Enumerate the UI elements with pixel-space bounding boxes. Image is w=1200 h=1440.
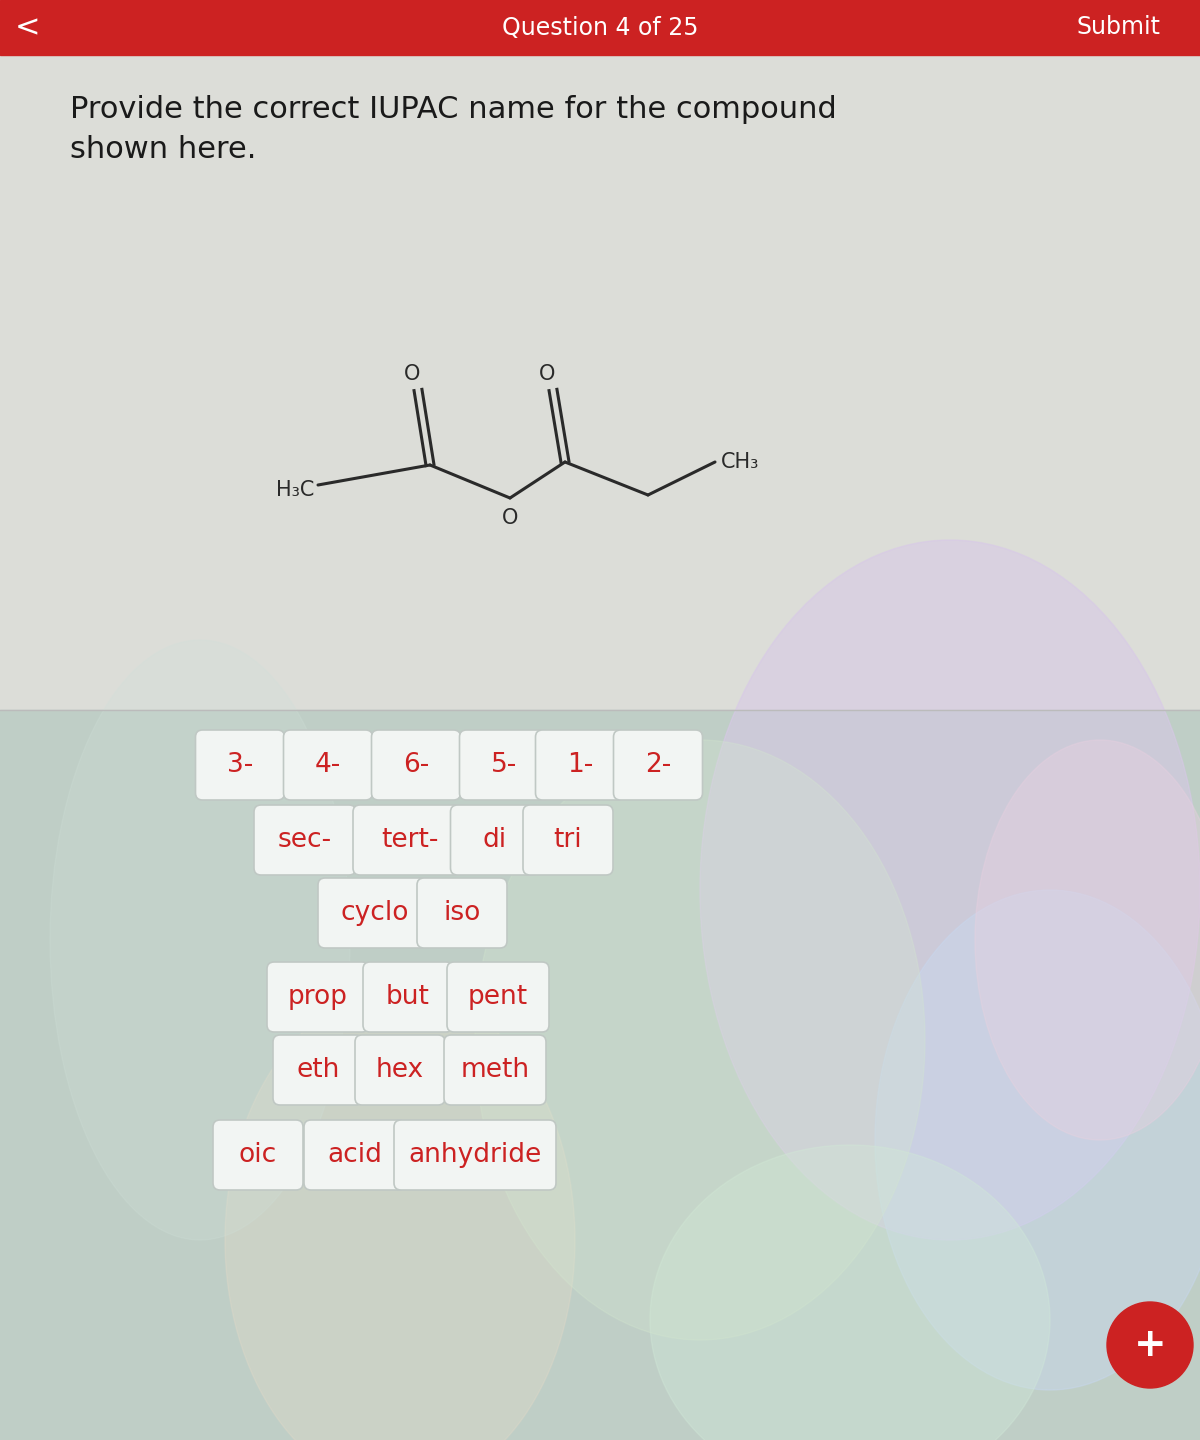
Bar: [0, 0, 1200, 710]
Text: 1-: 1-: [566, 752, 593, 778]
FancyBboxPatch shape: [394, 1120, 556, 1189]
Text: H₃C: H₃C: [276, 480, 314, 500]
Ellipse shape: [475, 740, 925, 1341]
Ellipse shape: [226, 991, 575, 1440]
Text: cyclo: cyclo: [341, 900, 409, 926]
FancyBboxPatch shape: [283, 730, 372, 801]
FancyBboxPatch shape: [214, 1120, 302, 1189]
Ellipse shape: [650, 1145, 1050, 1440]
Text: <: <: [16, 13, 41, 42]
FancyBboxPatch shape: [254, 805, 356, 876]
FancyBboxPatch shape: [613, 730, 702, 801]
Ellipse shape: [974, 740, 1200, 1140]
FancyBboxPatch shape: [364, 962, 454, 1032]
Text: tri: tri: [553, 827, 582, 852]
FancyBboxPatch shape: [418, 878, 508, 948]
FancyBboxPatch shape: [372, 730, 461, 801]
Text: shown here.: shown here.: [70, 135, 257, 164]
FancyBboxPatch shape: [196, 730, 284, 801]
Text: di: di: [482, 827, 508, 852]
Text: 5-: 5-: [491, 752, 517, 778]
Text: tert-: tert-: [382, 827, 439, 852]
Bar: [0, 710, 1200, 1440]
Text: 2-: 2-: [644, 752, 671, 778]
FancyBboxPatch shape: [274, 1035, 364, 1104]
FancyBboxPatch shape: [450, 805, 540, 876]
Ellipse shape: [50, 639, 350, 1240]
Text: but: but: [386, 984, 430, 1009]
FancyBboxPatch shape: [523, 805, 613, 876]
FancyBboxPatch shape: [266, 962, 370, 1032]
Text: prop: prop: [288, 984, 348, 1009]
Text: 4-: 4-: [314, 752, 341, 778]
Text: O: O: [502, 508, 518, 528]
Ellipse shape: [875, 890, 1200, 1390]
Bar: [0, 0, 1200, 55]
FancyBboxPatch shape: [444, 1035, 546, 1104]
Text: O: O: [539, 364, 556, 384]
Text: iso: iso: [443, 900, 481, 926]
FancyBboxPatch shape: [355, 1035, 445, 1104]
Text: acid: acid: [328, 1142, 383, 1168]
Text: pent: pent: [468, 984, 528, 1009]
FancyBboxPatch shape: [460, 730, 548, 801]
Text: +: +: [1134, 1326, 1166, 1364]
FancyBboxPatch shape: [446, 962, 550, 1032]
Text: CH₃: CH₃: [721, 452, 760, 472]
Text: oic: oic: [239, 1142, 277, 1168]
Ellipse shape: [700, 540, 1200, 1240]
Text: 3-: 3-: [227, 752, 253, 778]
Text: meth: meth: [461, 1057, 529, 1083]
FancyBboxPatch shape: [318, 878, 432, 948]
Text: Provide the correct IUPAC name for the compound: Provide the correct IUPAC name for the c…: [70, 95, 836, 124]
Text: hex: hex: [376, 1057, 424, 1083]
FancyBboxPatch shape: [304, 1120, 406, 1189]
Text: Submit: Submit: [1076, 16, 1160, 39]
Text: anhydride: anhydride: [408, 1142, 541, 1168]
Text: O: O: [404, 364, 420, 384]
Text: sec-: sec-: [278, 827, 332, 852]
Text: Question 4 of 25: Question 4 of 25: [502, 16, 698, 39]
Text: eth: eth: [296, 1057, 340, 1083]
Text: 6-: 6-: [403, 752, 430, 778]
FancyBboxPatch shape: [535, 730, 624, 801]
Circle shape: [1108, 1302, 1193, 1388]
FancyBboxPatch shape: [353, 805, 467, 876]
